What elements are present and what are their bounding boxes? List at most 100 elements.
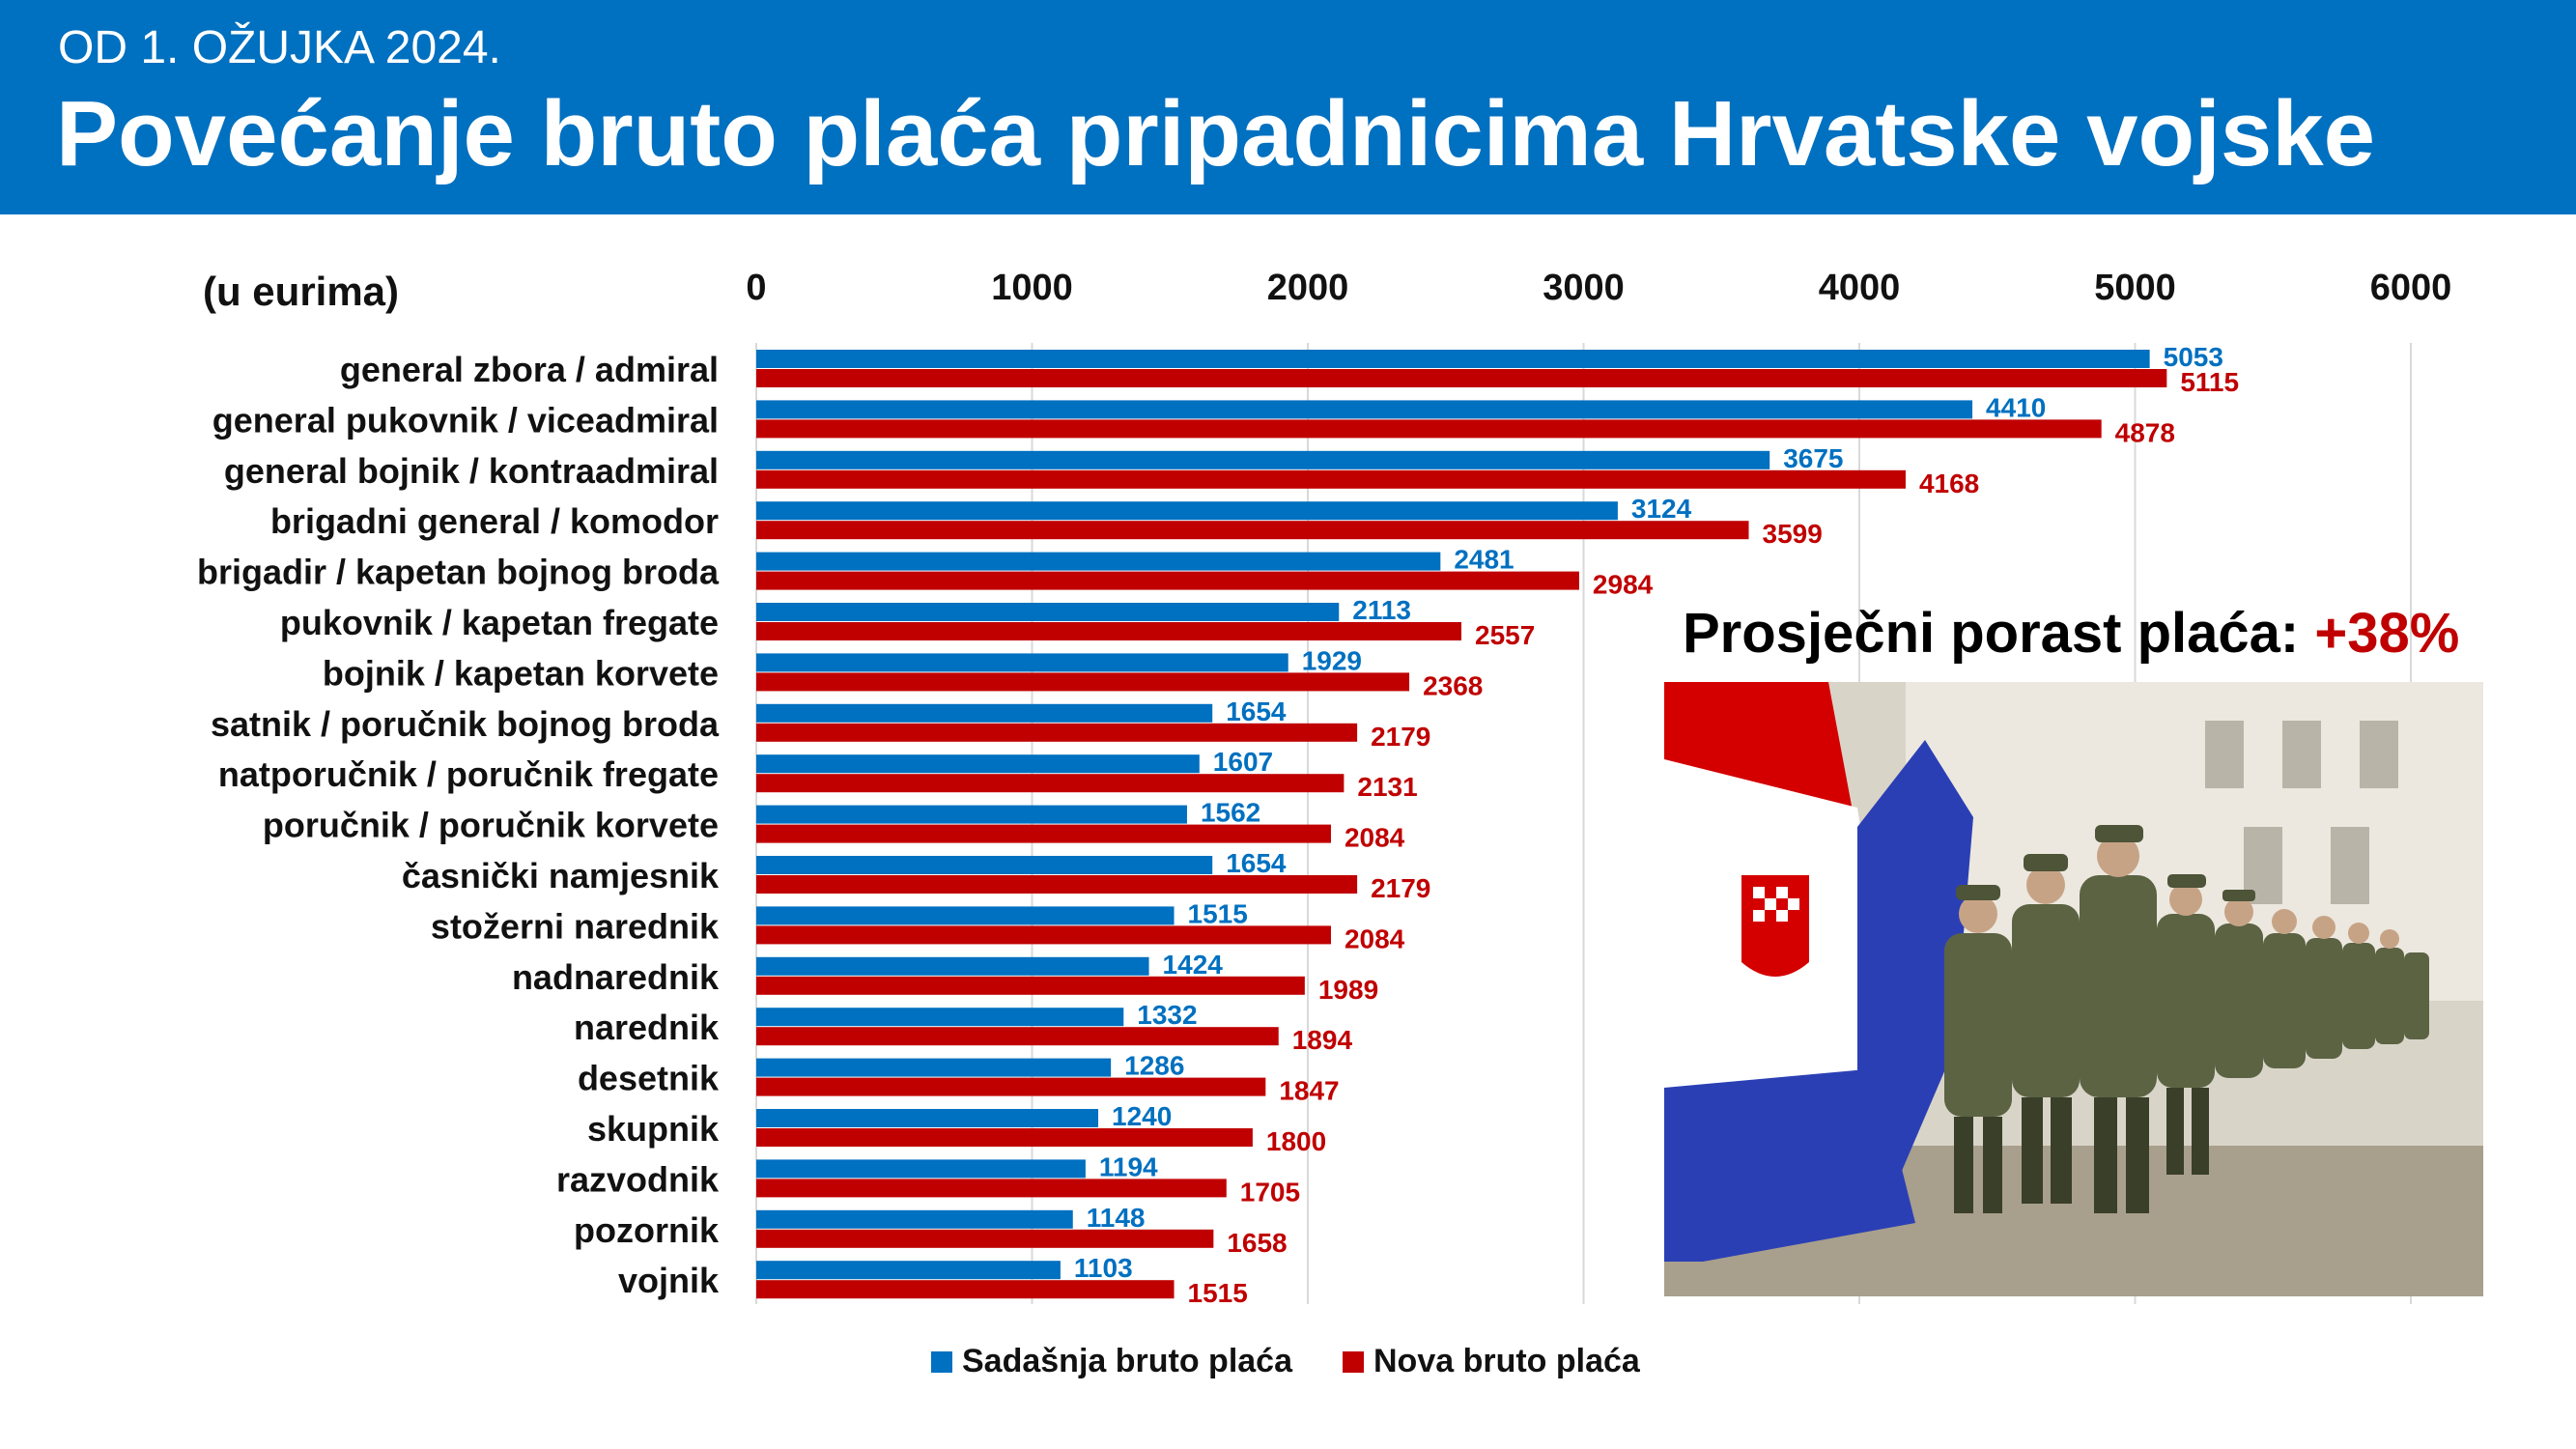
bar-current [756,1008,1124,1027]
legend-label-current: Sadašnja bruto plaća [962,1343,1292,1379]
category-label: stožerni narednik [431,906,720,946]
data-label-current: 1148 [1087,1203,1146,1233]
average-increase-value: +38% [2314,602,2460,665]
data-label-new: 1847 [1279,1076,1339,1106]
data-label-new: 1894 [1292,1025,1353,1055]
x-tick-label: 2000 [1267,268,1349,308]
salary-bar-chart: 0 1000 2000 3000 4000 5000 6000 general zbora /… [197,268,2452,1308]
page-title: Povećanje bruto plaća pripadnicima Hrvat… [56,82,2375,185]
category-label: vojnik [618,1261,720,1300]
category-label: pukovnik / kapetan fregate [280,603,719,642]
data-label-current: 1515 [1188,898,1248,928]
x-tick-label: 5000 [2094,268,2176,308]
bar-current [756,805,1187,824]
data-label-current: 5053 [2164,342,2223,372]
bar-current [756,400,1973,419]
data-label-current: 3124 [1631,494,1692,524]
category-label: general zbora / admiral [340,350,719,389]
data-label-new: 1989 [1318,975,1378,1005]
bar-current [756,906,1175,925]
x-tick-label: 1000 [991,268,1073,308]
category-label: pozornik [574,1210,720,1250]
average-increase: Prosječni porast plaća: +38% [1683,601,2459,666]
bar-current [756,501,1618,521]
bar-current [756,1058,1112,1077]
bar-new [756,369,2167,387]
data-label-new: 2179 [1371,873,1430,903]
data-label-new: 2131 [1357,772,1417,802]
bar-current [756,1159,1086,1179]
x-tick-label: 4000 [1819,268,1901,308]
bar-new [756,774,1345,793]
bar-current [756,450,1770,469]
data-label-current: 1286 [1124,1051,1184,1081]
data-label-current: 1654 [1226,848,1287,878]
legend-item-new: Nova bruto plaća [1343,1343,1640,1380]
data-label-current: 4410 [1986,392,2046,422]
bar-current [756,1261,1061,1280]
data-label-new: 2984 [1593,570,1654,600]
bar-new [756,1027,1279,1046]
category-label: satnik / poručnik bojnog broda [211,704,720,744]
category-label: poručnik / poručnik korvete [263,806,719,845]
data-label-new: 1658 [1227,1228,1287,1258]
data-label-current: 3675 [1783,443,1843,473]
bar-current [756,653,1288,672]
x-tick-label: 0 [746,268,766,308]
bar-new [756,571,1579,590]
legend-label-new: Nova bruto plaća [1373,1343,1640,1379]
data-label-new: 5115 [2180,367,2239,397]
data-label-new: 2084 [1345,823,1405,853]
data-label-new: 4878 [2115,417,2175,447]
category-label: desetnik [578,1059,720,1098]
x-tick-label: 6000 [2370,268,2452,308]
bar-current [756,1209,1073,1229]
data-label-new: 1515 [1188,1278,1248,1308]
category-label: general bojnik / kontraadmiral [224,451,719,491]
bar-new [756,469,1906,489]
category-label: natporučnik / poručnik fregate [218,754,719,794]
data-label-new: 2368 [1423,670,1483,700]
data-label-new: 2179 [1371,722,1430,752]
bar-new [756,622,1462,640]
bar-new [756,419,2102,439]
data-label-current: 1194 [1099,1151,1158,1181]
data-label-current: 1332 [1137,1000,1197,1030]
data-label-new: 3599 [1763,519,1823,549]
category-label: general pukovnik / viceadmiral [212,400,719,440]
bar-new [756,1229,1214,1248]
bar-new [756,1077,1266,1096]
bar-new [756,925,1331,945]
bar-new [756,672,1410,692]
data-label-new: 1800 [1266,1126,1326,1156]
soldiers-parade-photo [1664,682,2483,1296]
category-label: časnički namjesnik [402,856,720,895]
bar-new [756,1179,1227,1198]
header-banner: OD 1. OŽUJKA 2024. Povećanje bruto plaća… [0,0,2576,214]
category-label: bojnik / kapetan korvete [323,653,719,693]
category-label: brigadni general / komodor [270,501,719,541]
bar-current [756,703,1213,723]
category-label: razvodnik [556,1159,720,1199]
bar-current [756,1109,1099,1127]
category-label: narednik [574,1008,720,1047]
bar-current [756,552,1441,571]
category-label: nadnarednik [512,957,720,997]
bar-new [756,875,1358,894]
bar-new [756,824,1331,843]
bar-new [756,723,1358,742]
category-label: brigadir / kapetan bojnog broda [197,553,720,592]
legend-swatch-new [1343,1350,1364,1373]
bar-current [756,754,1200,774]
bar-current [756,350,2150,368]
data-label-current: 1103 [1074,1253,1133,1283]
bar-current [756,603,1340,621]
bar-current [756,956,1149,976]
data-label-current: 1240 [1112,1101,1172,1131]
legend-swatch-current [931,1350,952,1373]
chart-legend: Sadašnja bruto plaća Nova bruto plaća [0,1343,2576,1381]
data-label-new: 2084 [1345,923,1405,953]
data-label-current: 1654 [1226,696,1287,726]
data-label-new: 1705 [1240,1177,1300,1207]
data-label-current: 2481 [1454,545,1514,575]
